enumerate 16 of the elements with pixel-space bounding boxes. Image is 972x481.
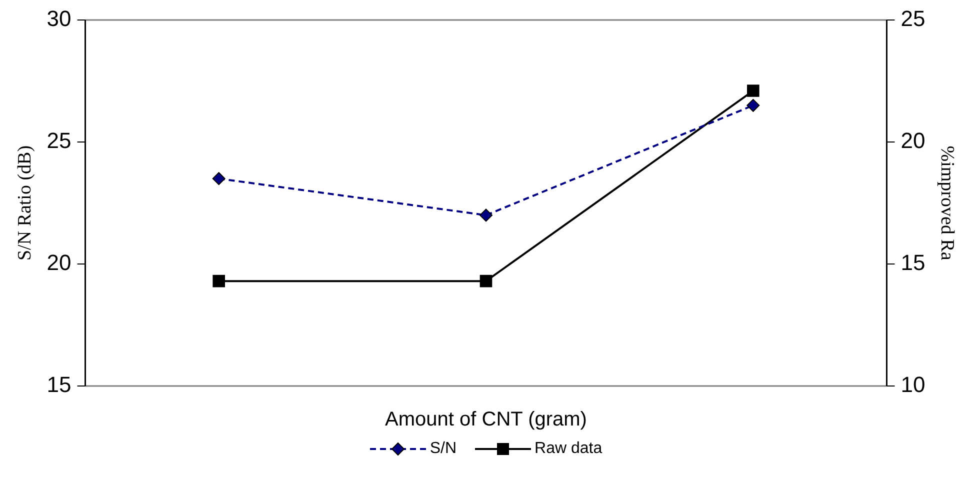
y-tick-label: 30 [46,6,72,32]
y-tick-label: 20 [46,250,72,276]
y-tick-label: 15 [46,372,72,398]
y2-tick-label: 15 [900,250,926,276]
point [746,98,760,112]
y2-tick-label: 10 [900,372,926,398]
y-tick-label: 25 [46,128,72,154]
y2-tick-label: 20 [900,128,926,154]
y2-tick-label: 25 [900,6,926,32]
x-axis-title: Amount of CNT (gram) [385,408,587,431]
legend-label: S/N [430,440,457,458]
point [480,208,492,222]
y2-axis-title: %improved Ra [936,146,958,261]
legend-label: Raw data [534,440,602,458]
point [212,172,226,186]
y-axis-title: S/N Ratio (dB) [14,145,36,261]
